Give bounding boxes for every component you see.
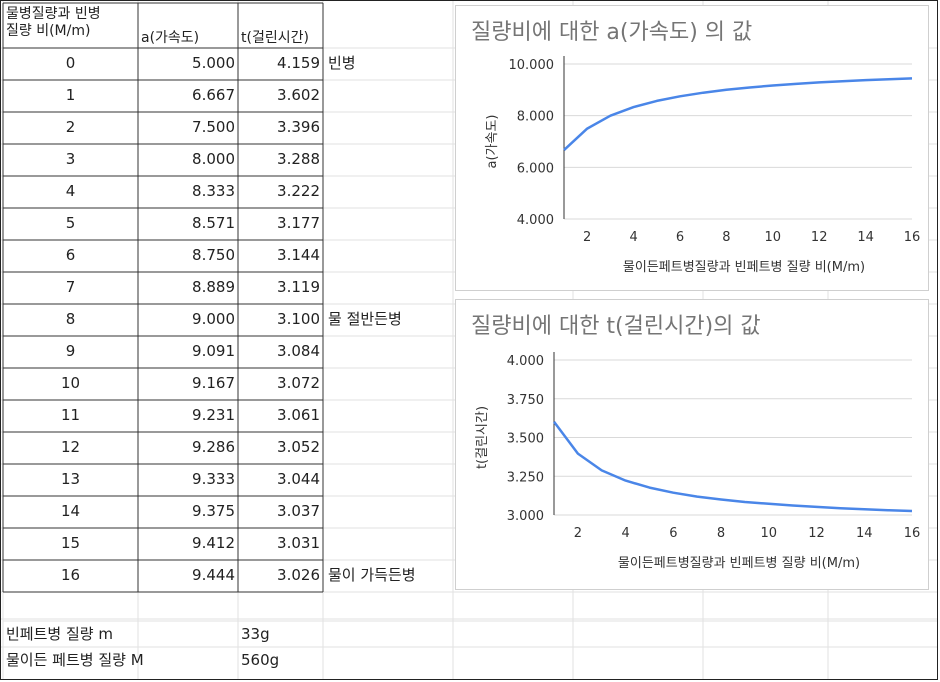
acceleration-chart-plot: 4.000 6.000 8.000 10.000 2 4 6 8 10 12 14 16 물이든페트병질… bbox=[485, 56, 921, 275]
acceleration-cell[interactable]: 8.333 bbox=[192, 182, 235, 200]
time-cell[interactable]: 3.222 bbox=[277, 182, 320, 200]
x-tick-label: 14 bbox=[856, 526, 873, 541]
time-cell[interactable]: 3.288 bbox=[277, 150, 320, 168]
y-tick-label: 4.000 bbox=[507, 354, 544, 369]
x-tick-label: 4 bbox=[629, 230, 637, 245]
acceleration-cell[interactable]: 9.000 bbox=[192, 310, 235, 328]
acceleration-cell[interactable]: 9.286 bbox=[192, 438, 235, 456]
mass-label[interactable]: 물이든 페트병 질량 M bbox=[6, 651, 144, 669]
y-tick-label: 10.000 bbox=[509, 58, 555, 73]
time-cell[interactable]: 3.396 bbox=[277, 118, 320, 136]
acceleration-cell[interactable]: 8.889 bbox=[192, 278, 235, 296]
acceleration-chart-title: 질량비에 대한 a(가속도) 의 값 bbox=[471, 20, 753, 45]
acceleration-cell[interactable]: 6.667 bbox=[192, 86, 235, 104]
ratio-cell[interactable]: 11 bbox=[60, 406, 81, 424]
acceleration-cell[interactable]: 9.231 bbox=[192, 406, 235, 424]
y-tick-label: 3.500 bbox=[507, 432, 544, 447]
mass-value[interactable]: 33g bbox=[241, 625, 270, 643]
ratio-cell[interactable]: 6 bbox=[65, 246, 76, 264]
time-chart[interactable]: 질량비에 대한 t(걸린시간)의 값 3.000 3.250 3.500 3.750 4… bbox=[455, 299, 929, 590]
mass-label[interactable]: 빈페트병 질량 m bbox=[6, 625, 113, 643]
time-cell[interactable]: 3.144 bbox=[277, 246, 320, 264]
acceleration-cell[interactable]: 9.091 bbox=[192, 342, 235, 360]
acceleration-cell[interactable]: 9.412 bbox=[192, 534, 235, 552]
x-tick-label: 6 bbox=[669, 526, 677, 541]
y-tick-label: 4.000 bbox=[517, 213, 554, 228]
acceleration-cell[interactable]: 8.750 bbox=[192, 246, 235, 264]
time-cell[interactable]: 3.072 bbox=[277, 374, 320, 392]
time-chart-title: 질량비에 대한 t(걸린시간)의 값 bbox=[471, 314, 761, 339]
time-cell[interactable]: 3.119 bbox=[277, 278, 320, 296]
ratio-cell[interactable]: 16 bbox=[60, 566, 81, 584]
time-cell[interactable]: 3.061 bbox=[277, 406, 320, 424]
header-ratio[interactable]: 물병질량과 빈병 질량 비(M/m) bbox=[6, 6, 101, 39]
time-cell[interactable]: 3.602 bbox=[277, 86, 320, 104]
note-cell[interactable]: 물 절반든병 bbox=[328, 310, 402, 328]
acceleration-cell[interactable]: 8.000 bbox=[192, 150, 235, 168]
time-chart-plot: 3.000 3.250 3.500 3.750 4.000 2 4 6 8 10 12 14 16 물이든… bbox=[475, 352, 921, 571]
x-tick-label: 4 bbox=[621, 526, 629, 541]
x-axis-title: 물이든페트병질량과 빈페트병 질량 비(M/m) bbox=[618, 556, 860, 571]
x-tick-label: 2 bbox=[574, 526, 582, 541]
y-axis-title: t(걸린시간) bbox=[475, 406, 490, 469]
ratio-cell[interactable]: 12 bbox=[60, 438, 81, 456]
ratio-cell[interactable]: 1 bbox=[65, 86, 76, 104]
ratio-cell[interactable]: 4 bbox=[65, 182, 76, 200]
ratio-cell[interactable]: 15 bbox=[60, 534, 81, 552]
acceleration-cell[interactable]: 5.000 bbox=[192, 54, 235, 72]
x-tick-label: 8 bbox=[717, 526, 725, 541]
y-tick-label: 3.000 bbox=[507, 509, 544, 524]
x-tick-label: 8 bbox=[722, 230, 730, 245]
acceleration-cell[interactable]: 7.500 bbox=[192, 118, 235, 136]
series-line bbox=[563, 77, 913, 152]
time-cell[interactable]: 3.026 bbox=[277, 566, 320, 584]
acceleration-cell[interactable]: 9.333 bbox=[192, 470, 235, 488]
time-cell[interactable]: 3.031 bbox=[277, 534, 320, 552]
mass-value[interactable]: 560g bbox=[241, 651, 280, 669]
acceleration-chart[interactable]: 질량비에 대한 a(가속도) 의 값 4.000 6.000 8.000 10.000… bbox=[455, 5, 929, 291]
acceleration-cell[interactable]: 9.444 bbox=[192, 566, 235, 584]
ratio-cell[interactable]: 9 bbox=[65, 342, 76, 360]
ratio-cell[interactable]: 8 bbox=[65, 310, 76, 328]
note-cell[interactable]: 빈병 bbox=[328, 54, 356, 72]
time-cell[interactable]: 3.044 bbox=[277, 470, 320, 488]
ratio-cell[interactable]: 5 bbox=[65, 214, 76, 232]
acceleration-cell[interactable]: 9.167 bbox=[192, 374, 235, 392]
note-cell[interactable]: 물이 가득든병 bbox=[328, 566, 416, 584]
time-cell[interactable]: 3.177 bbox=[277, 214, 320, 232]
ratio-cell[interactable]: 14 bbox=[60, 502, 81, 520]
x-tick-label: 14 bbox=[857, 230, 874, 245]
y-tick-label: 8.000 bbox=[517, 110, 554, 125]
time-cell[interactable]: 3.037 bbox=[277, 502, 320, 520]
acceleration-cell[interactable]: 8.571 bbox=[192, 214, 235, 232]
x-tick-label: 16 bbox=[904, 526, 921, 541]
x-axis-title: 물이든페트병질량과 빈페트병 질량 비(M/m) bbox=[623, 260, 865, 275]
header-acceleration[interactable]: a(가속도) bbox=[141, 30, 200, 46]
x-tick-label: 16 bbox=[904, 230, 921, 245]
x-tick-label: 12 bbox=[811, 230, 828, 245]
y-axis-title: a(가속도) bbox=[485, 115, 500, 169]
ratio-cell[interactable]: 0 bbox=[65, 54, 76, 72]
time-cell[interactable]: 4.159 bbox=[277, 54, 320, 72]
ratio-cell[interactable]: 7 bbox=[65, 278, 76, 296]
time-cell[interactable]: 3.052 bbox=[277, 438, 320, 456]
y-tick-label: 3.750 bbox=[507, 393, 544, 408]
ratio-cell[interactable]: 2 bbox=[65, 118, 76, 136]
time-cell[interactable]: 3.084 bbox=[277, 342, 320, 360]
x-tick-label: 10 bbox=[765, 230, 782, 245]
x-tick-label: 10 bbox=[761, 526, 778, 541]
acceleration-cell[interactable]: 9.375 bbox=[192, 502, 235, 520]
ratio-cell[interactable]: 3 bbox=[65, 150, 76, 168]
header-time[interactable]: t(걸린시간) bbox=[241, 30, 309, 46]
ratio-cell[interactable]: 10 bbox=[60, 374, 81, 392]
series-line bbox=[552, 420, 913, 513]
y-tick-label: 6.000 bbox=[517, 161, 554, 176]
x-tick-label: 12 bbox=[808, 526, 825, 541]
ratio-cell[interactable]: 13 bbox=[60, 470, 81, 488]
y-tick-label: 3.250 bbox=[507, 470, 544, 485]
x-tick-label: 6 bbox=[676, 230, 684, 245]
time-cell[interactable]: 3.100 bbox=[277, 310, 320, 328]
x-tick-label: 2 bbox=[583, 230, 591, 245]
